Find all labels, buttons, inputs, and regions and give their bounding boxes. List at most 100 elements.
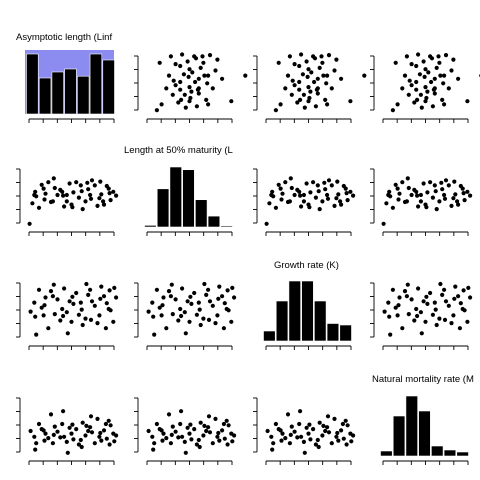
scatter-point-r3c1-50 (112, 285, 117, 290)
variable-label-4: Natural mortality rate (M (372, 374, 474, 385)
scatter-point-r2c3-19 (271, 194, 276, 199)
histogram-bar-3-1 (263, 330, 276, 342)
scatter-point-r4c3-32 (313, 442, 318, 447)
scatter-point-r3c2-27 (226, 308, 231, 313)
scatter-point-r3c1-41 (70, 294, 75, 299)
scatter-point-r4c1-29 (48, 412, 54, 417)
scatter-point-r3c1-42 (79, 307, 84, 312)
scatter-point-r2c1-27 (108, 198, 113, 203)
scatter-point-r1c3-40 (312, 56, 318, 61)
scatter-point-r4c3-1 (269, 434, 274, 439)
scatter-point-r2c3-23 (308, 190, 313, 195)
scatter-point-r1c3-2 (297, 79, 302, 85)
histogram-bar-2-5 (195, 199, 208, 228)
scatter-point-r4c1-21 (52, 424, 57, 429)
scatter-point-r1c4-11 (404, 54, 409, 59)
scatter-point-r4c2-30 (176, 435, 181, 440)
scatter-point-r1c3-35 (302, 105, 307, 110)
scatter-point-r4c3-47 (302, 450, 307, 455)
scatter-point-r1c4-30 (416, 52, 421, 57)
scatter-point-r2c1-34 (95, 203, 100, 208)
scatter-point-r4c2-46 (146, 428, 151, 434)
scatter-point-r4c2-14 (192, 427, 197, 432)
scatter-point-r3c4-6 (432, 300, 437, 305)
scatter-point-r1c3-1 (278, 102, 283, 107)
scatter-point-r4c2-35 (222, 436, 227, 441)
scatter-point-r4c1-11 (46, 436, 51, 441)
scatter-point-r4c1-40 (61, 409, 66, 414)
scatter-point-r3c2-16 (210, 303, 215, 308)
scatter-point-r2c4-31 (421, 181, 426, 186)
scatter-point-r1c3-11 (287, 54, 292, 59)
scatter-point-r4c1-20 (43, 431, 48, 436)
scatter-point-r3c2-38 (160, 303, 165, 308)
scatter-point-r4c1-35 (104, 436, 109, 441)
scatter-point-r3c4-49 (457, 326, 462, 331)
scatter-point-r3c4-41 (424, 294, 429, 299)
scatter-point-r4c1-42 (79, 444, 84, 450)
scatter-point-r3c2-31 (185, 299, 190, 304)
scatter-point-r3c4-45 (461, 288, 466, 293)
scatter-point-r3c1-8 (97, 313, 102, 318)
scatter-point-r4c1-17 (101, 428, 107, 433)
panel-r1-c3 (253, 52, 367, 123)
scatter-point-r2c1-21 (52, 185, 57, 191)
scatter-point-r2c4-26 (453, 192, 458, 197)
scatter-point-r2c4-48 (418, 192, 423, 198)
histogram-bar-3-7 (339, 324, 352, 342)
scatter-point-r1c4-18 (440, 97, 445, 102)
scatter-point-r3c4-1 (386, 300, 391, 305)
scatter-point-r4c1-41 (70, 422, 75, 427)
scatter-point-r2c4-7 (442, 192, 447, 198)
scatter-point-r3c2-22 (180, 286, 185, 291)
scatter-point-r2c1-37 (27, 221, 32, 226)
scatter-point-r4c2-3 (168, 441, 173, 446)
scatter-point-r2c3-2 (278, 186, 283, 191)
scatter-point-r1c4-45 (422, 74, 427, 79)
scatter-point-r1c2-33 (196, 91, 201, 96)
scatter-point-r1c4-38 (438, 73, 443, 78)
histogram-bar-1-6 (89, 53, 103, 115)
scatter-point-r2c4-17 (456, 202, 461, 207)
scatter-point-r4c1-36 (114, 433, 119, 438)
scatter-point-r1c4-32 (409, 62, 414, 67)
scatter-point-r4c2-4 (178, 421, 183, 427)
scatter-point-r3c1-13 (64, 310, 69, 315)
scatter-point-r3c2-48 (202, 281, 207, 287)
scatter-point-r2c1-33 (86, 187, 91, 192)
scatter-point-r1c3-38 (321, 73, 326, 78)
scatter-point-r1c2-29 (187, 85, 192, 90)
panel-r2-c1 (16, 168, 119, 236)
scatter-point-r3c4-14 (428, 290, 433, 296)
scatter-point-r3c1-34 (95, 321, 100, 326)
scatter-point-r1c4-8 (418, 92, 423, 97)
scatter-point-r3c1-49 (103, 326, 108, 331)
scatter-point-r4c2-15 (201, 433, 206, 438)
scatter-point-r3c4-39 (405, 282, 410, 287)
scatter-point-r4c3-3 (287, 441, 292, 446)
scatter-point-r2c4-20 (397, 191, 402, 196)
scatter-point-r2c3-16 (329, 183, 334, 188)
scatter-point-r3c2-45 (225, 288, 230, 293)
scatter-point-r4c1-9 (106, 418, 111, 423)
scatter-point-r2c4-27 (462, 198, 467, 203)
scatter-point-r4c3-33 (323, 428, 328, 434)
scatter-point-r2c4-44 (442, 196, 448, 201)
scatter-point-r1c3-32 (292, 62, 297, 67)
histogram-bar-2-7 (220, 225, 233, 228)
histogram-bar-1-3 (51, 71, 64, 115)
scatter-point-r1c2-41 (171, 78, 176, 83)
histogram-bar-1-1 (26, 53, 39, 115)
scatter-point-r4c3-43 (325, 414, 331, 419)
scatter-point-r1c2-24 (181, 72, 186, 77)
scatter-point-r1c3-14 (308, 89, 313, 94)
scatter-point-r4c2-38 (160, 438, 165, 443)
scatter-point-r4c2-44 (216, 430, 221, 436)
scatter-point-r1c4-12 (432, 76, 437, 81)
scatter-point-r1c2-34 (190, 70, 195, 75)
scatter-point-r3c2-19 (152, 332, 157, 337)
scatter-point-r1c3-4 (306, 99, 311, 104)
scatter-point-r4c2-29 (166, 412, 172, 417)
scatter-point-r4c3-7 (325, 425, 330, 430)
